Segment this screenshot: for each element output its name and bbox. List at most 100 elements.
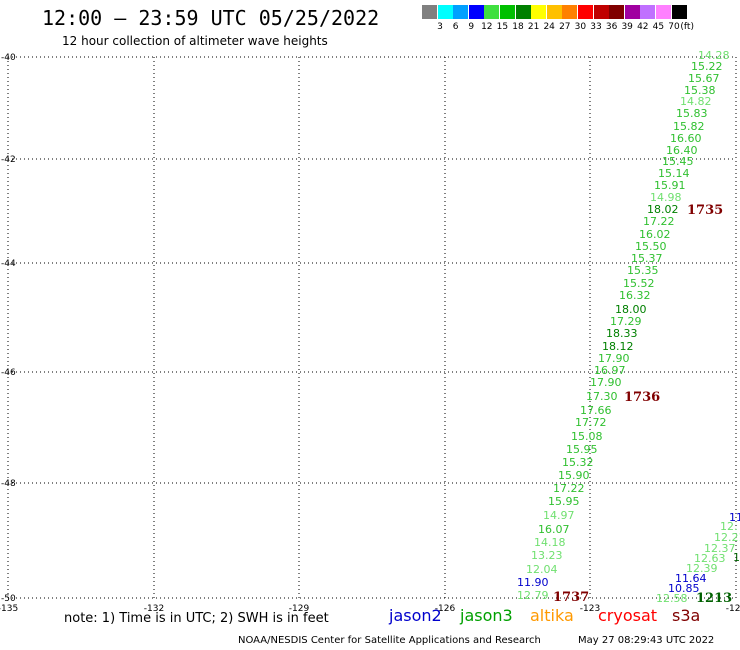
wave-height-value: 10.85 (668, 582, 700, 595)
legend-label: 6 (452, 22, 459, 32)
lat-label: -48 (1, 479, 16, 489)
lon-label: -123 (580, 604, 600, 614)
legend-label: 21 (527, 22, 540, 32)
legend-label: 39 (621, 22, 633, 32)
pass-time-label: 1213 (696, 591, 732, 606)
wave-height-value: 12.21 (714, 531, 740, 544)
wave-height-value: 14.82 (680, 95, 712, 108)
legend-label: 3 (437, 22, 443, 32)
pass-time-label: 1735 (687, 203, 723, 218)
wave-height-value: 12.04 (526, 563, 558, 576)
wave-height-value: 17.90 (598, 352, 630, 365)
satellite-name: cryosat (598, 606, 658, 625)
wave-height-value: 15.83 (676, 107, 708, 120)
wave-height-value: 16.40 (666, 144, 698, 157)
wave-height-value: 16.32 (619, 289, 651, 302)
wave-height-value: 18.33 (606, 327, 638, 340)
legend-label: 12 (481, 22, 493, 32)
footer-note: note: 1) Time is in UTC; 2) SWH is in fe… (64, 611, 329, 626)
legend-swatch (578, 5, 593, 19)
wave-height-value: 16.02 (639, 228, 671, 241)
wave-height-value: 15.67 (688, 72, 720, 85)
lon-label: -120 (726, 604, 740, 614)
legend-swatch (593, 5, 609, 19)
page-subtitle: 12 hour collection of altimeter wave hei… (62, 34, 328, 48)
lat-label: -44 (1, 259, 16, 269)
legend-swatch (500, 5, 515, 19)
generated-timestamp: May 27 08:29:43 UTC 2022 (578, 635, 715, 646)
pass-time-label: 1736 (624, 390, 660, 405)
legend-label: 36 (605, 22, 618, 32)
wave-height-value: 12.37 (704, 542, 736, 555)
legend-label: 15 (496, 22, 509, 32)
wave-height-value: 12.79 (517, 589, 549, 602)
wave-height-value: 15.35 (627, 264, 659, 277)
legend-label: 45 (652, 22, 665, 32)
wave-height-value: 11.90 (517, 576, 549, 589)
wave-height-value: 16.07 (538, 523, 570, 536)
satellite-name: jason3 (460, 606, 513, 625)
wave-height-value: 15.82 (673, 120, 705, 133)
legend-label: 27 (559, 22, 571, 32)
legend-label: 24 (543, 22, 555, 32)
wave-height-value: 15.95 (566, 443, 598, 456)
page-title: 12:00 – 23:59 UTC 05/25/2022 (42, 6, 380, 30)
wave-height-value: 18.02 (647, 203, 679, 216)
pass-time-label: 1737 (553, 590, 589, 605)
wave-height-value: 11.64 (675, 572, 707, 585)
legend-label: 33 (590, 22, 602, 32)
wave-height-value: 15.32 (562, 456, 594, 469)
satellite-name: s3a (672, 606, 701, 625)
wave-height-value: 15.91 (654, 179, 686, 192)
wave-height-value: 12. (720, 520, 738, 533)
wave-height-value: 14.97 (543, 509, 575, 522)
wave-height-value: 16.97 (594, 364, 626, 377)
satellite-name: jason2 (389, 606, 442, 625)
legend-swatch (671, 5, 687, 19)
legend-swatch (562, 5, 578, 19)
wave-height-value: 15.37 (631, 252, 663, 265)
wave-height-value: 17.30 (586, 390, 618, 403)
legend-label: 30 (574, 22, 587, 32)
legend-swatch (546, 5, 562, 19)
wave-height-value: 16.60 (670, 132, 702, 145)
wave-height-value: 15.52 (623, 277, 655, 290)
lon-label: -135 (0, 604, 18, 614)
lat-label: -42 (1, 155, 16, 165)
lon-label: -132 (144, 604, 164, 614)
wave-height-value: 13.23 (531, 549, 563, 562)
wave-height-value: 15.14 (658, 167, 690, 180)
credit-line: NOAA/NESDIS Center for Satellite Applica… (238, 635, 541, 646)
legend-swatch (453, 5, 469, 19)
wave-height-value: 15.45 (662, 155, 694, 168)
wave-height-value: 14.18 (534, 536, 566, 549)
legend-swatch (422, 5, 437, 19)
legend-label: 70 (668, 22, 680, 32)
wave-height-value: 17.90 (590, 376, 622, 389)
wave-height-value: 11 (729, 511, 740, 524)
wave-height-value: 17.66 (580, 404, 612, 417)
wave-height-value: 17.29 (610, 315, 642, 328)
legend-swatch (484, 5, 500, 19)
lon-label: -129 (289, 604, 310, 614)
legend-swatch (640, 5, 656, 19)
legend-swatch (624, 5, 640, 19)
wave-height-value: 12.58 (656, 592, 688, 605)
wave-height-value: 15.22 (691, 60, 723, 73)
wave-height-value: 17.22 (553, 482, 585, 495)
legend-unit: (ft) (680, 22, 694, 32)
legend-label: 42 (637, 22, 649, 32)
wave-height-value: 14.98 (650, 191, 682, 204)
legend-label: 9 (468, 22, 475, 32)
wave-height-value: 15.08 (571, 430, 603, 443)
wave-height-value: 18.00 (615, 303, 647, 316)
wave-height-value: 17.22 (643, 215, 675, 228)
wave-height-value: 15.50 (635, 240, 667, 253)
wave-height-value: 15.38 (684, 84, 716, 97)
lon-label: -126 (435, 604, 456, 614)
legend-swatch (437, 5, 453, 19)
wave-height-value: 12.39 (686, 562, 718, 575)
wave-height-value: 17.72 (575, 416, 607, 429)
legend-swatch (656, 5, 671, 19)
